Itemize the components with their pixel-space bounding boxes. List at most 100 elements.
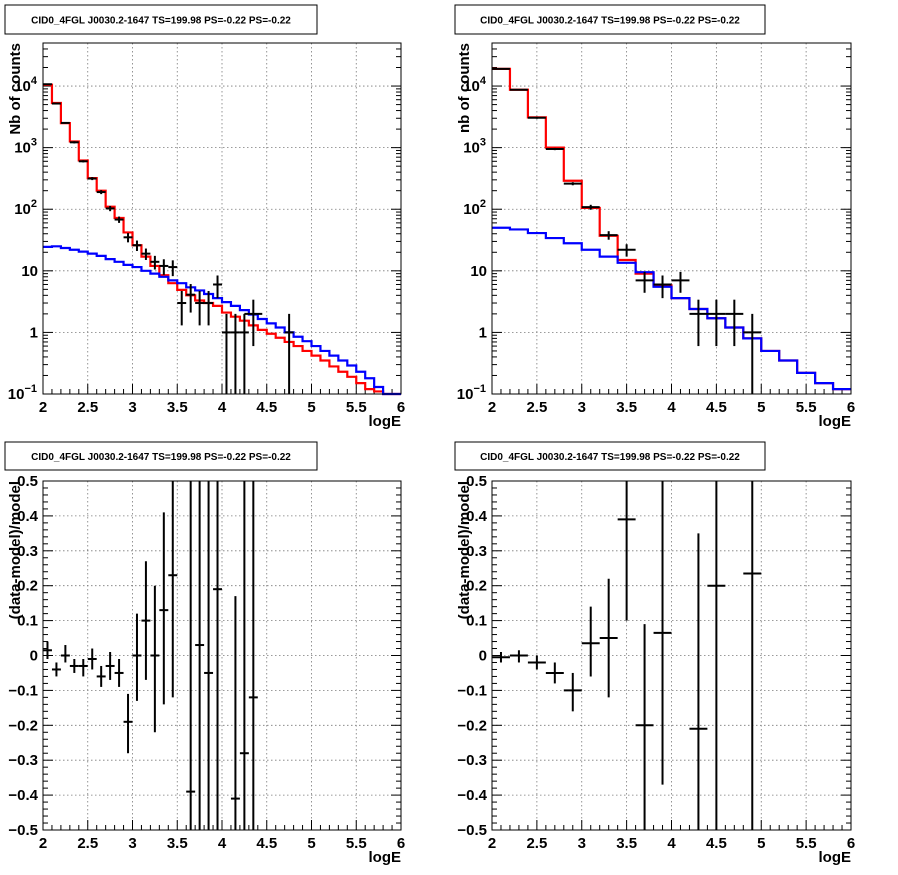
x-tick-label: 4.5 — [256, 399, 277, 416]
plot-area — [492, 481, 851, 830]
panel-top-right: 2 2.5 3 3.5 4 4.5 5 5.5 6 10−1 1 10 102 103 104 logE nb … — [454, 4, 855, 430]
y-tick-label: 0.5 — [17, 473, 38, 490]
plot-frame — [491, 480, 852, 831]
chart-title: CID0_4FGL J0030.2-1647 TS=199.98 PS=-0.2… — [31, 452, 291, 463]
y-tick-label: 102 — [14, 198, 37, 218]
y-tick-label: −0.3 — [8, 752, 38, 769]
chart-title: CID0_4FGL J0030.2-1647 TS=199.98 PS=-0.2… — [480, 452, 740, 463]
y-tick-label: −0.1 — [457, 682, 487, 699]
y-tick-label: −0.2 — [457, 717, 487, 734]
x-axis-label: logE — [819, 413, 852, 430]
x-tick-label: 5.5 — [346, 399, 367, 416]
x-tick-label: 6 — [397, 835, 405, 852]
data-points — [492, 481, 762, 830]
x-tick-label: 2.5 — [526, 399, 547, 416]
x-tick-label: 6 — [397, 399, 405, 416]
y-tick-label: −0.3 — [457, 752, 487, 769]
series-line-blue — [492, 226, 851, 391]
y-tick-label: 104 — [14, 75, 38, 95]
y-tick-label: 0.3 — [466, 543, 487, 560]
y-tick-label: 0.1 — [17, 613, 38, 630]
plot-frame — [42, 480, 402, 831]
x-tick-label: 5.5 — [796, 399, 817, 416]
y-tick-label: 0.3 — [17, 543, 38, 560]
title-box — [4, 441, 318, 471]
y-tick-label: 103 — [463, 137, 486, 157]
series-line-red — [43, 83, 401, 396]
y-tick-label: 10−1 — [457, 383, 486, 403]
x-tick-label: 4 — [667, 399, 676, 416]
plot-frame — [42, 42, 402, 395]
x-axis-label: logE — [369, 849, 402, 866]
y-tick-label: −0.4 — [8, 787, 38, 804]
series-line-blue — [43, 245, 401, 396]
title-box — [454, 441, 766, 471]
y-tick-label: 0 — [30, 648, 38, 665]
x-tick-label: 4 — [218, 835, 227, 852]
data-points — [492, 67, 762, 394]
tick-marks — [42, 42, 402, 395]
x-tick-label: 5 — [757, 399, 765, 416]
x-tick-label: 3 — [578, 399, 586, 416]
x-tick-label: 4 — [218, 399, 227, 416]
x-tick-label: 2.5 — [77, 399, 98, 416]
x-tick-label: 3 — [128, 399, 136, 416]
x-tick-label: 5 — [307, 399, 315, 416]
y-tick-label: 0.2 — [466, 578, 487, 595]
x-tick-label: 2.5 — [526, 835, 547, 852]
plot-area — [43, 481, 401, 830]
x-tick-label: 2 — [39, 399, 47, 416]
y-axis-label: nb of counts — [456, 43, 473, 133]
x-tick-label: 2.5 — [77, 835, 98, 852]
x-tick-label: 4.5 — [706, 399, 727, 416]
y-tick-label: −0.5 — [457, 822, 487, 839]
y-tick-label: 10 — [470, 263, 487, 280]
x-tick-label: 5.5 — [796, 835, 817, 852]
x-tick-label: 5.5 — [346, 835, 367, 852]
y-tick-label: 0.4 — [466, 508, 488, 525]
y-tick-label: 0.4 — [17, 508, 39, 525]
title-box — [4, 4, 318, 35]
data-points — [43, 481, 258, 830]
x-tick-label: 3.5 — [167, 835, 188, 852]
y-tick-label: 0.2 — [17, 578, 38, 595]
y-tick-label: 0.5 — [466, 473, 487, 490]
x-tick-label: 5 — [757, 835, 765, 852]
x-tick-label: 2 — [39, 835, 47, 852]
y-axis-label: (data-model)/model — [456, 481, 473, 619]
panel-top-left: 2 2.5 3 3.5 4 4.5 5 5.5 6 10−1 1 10 102 103 104 logE Nb … — [4, 4, 405, 430]
y-tick-label: −0.1 — [8, 682, 38, 699]
y-tick-label: −0.5 — [8, 822, 38, 839]
grid — [43, 43, 401, 394]
panel-bottom-left: 2 2.5 3 3.5 4 4.5 5 5.5 6 −0.5 −0.4 −0.3 −0.2 −0.1 0 0.… — [4, 441, 405, 866]
y-tick-label: −0.4 — [457, 787, 487, 804]
x-tick-label: 4 — [667, 835, 676, 852]
y-tick-label: 0.1 — [466, 613, 487, 630]
y-tick-label: 0 — [479, 648, 487, 665]
plot-frame — [491, 42, 852, 395]
x-axis-label: logE — [369, 413, 402, 430]
data-points — [43, 83, 294, 394]
y-axis-label: Nb of counts — [7, 43, 24, 135]
x-tick-label: 2 — [488, 399, 496, 416]
x-tick-label: 5 — [307, 835, 315, 852]
y-axis-label: (data-model)/model — [7, 481, 24, 619]
x-tick-label: 3.5 — [616, 835, 637, 852]
y-tick-label: −0.2 — [8, 717, 38, 734]
x-tick-label: 2 — [488, 835, 496, 852]
panel-bottom-right: 2 2.5 3 3.5 4 4.5 5 5.5 6 −0.5 −0.4 −0.3 −0.2 −0.1 0 0.… — [454, 441, 855, 866]
x-tick-label: 3.5 — [167, 399, 188, 416]
chart-title: CID0_4FGL J0030.2-1647 TS=199.98 PS=-0.2… — [31, 16, 291, 27]
y-tick-label: 10−1 — [8, 383, 37, 403]
x-tick-label: 6 — [847, 399, 855, 416]
x-tick-label: 4.5 — [256, 835, 277, 852]
chart-title: CID0_4FGL J0030.2-1647 TS=199.98 PS=-0.2… — [480, 16, 740, 27]
y-tick-label: 102 — [463, 198, 486, 218]
title-box — [454, 4, 766, 35]
y-tick-label: 10 — [21, 263, 38, 280]
x-tick-label: 4.5 — [706, 835, 727, 852]
x-tick-label: 3 — [578, 835, 586, 852]
x-axis-label: logE — [819, 849, 852, 866]
y-tick-label: 1 — [479, 324, 487, 341]
